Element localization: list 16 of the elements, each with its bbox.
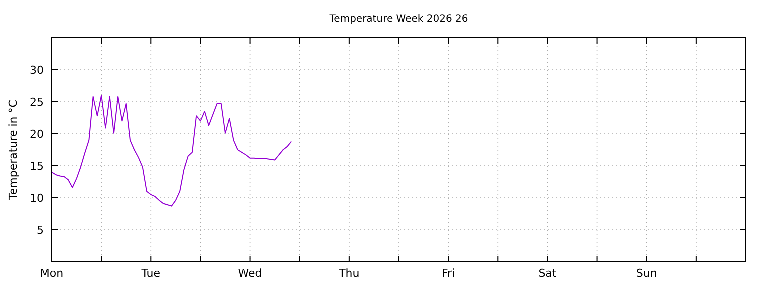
y-tick-label: 25 [30,96,44,109]
y-tick-label: 5 [37,224,44,237]
y-tick-label: 20 [30,128,44,141]
y-tick-label: 10 [30,192,44,205]
y-axis-title: Temperature in °C [7,100,20,201]
line-series [52,95,292,207]
x-tick-label: Thu [338,267,360,280]
x-tick-label: Sun [636,267,658,280]
y-tick-label: 30 [30,64,44,77]
x-tick-label: Wed [238,267,262,280]
x-tick-label: Fri [442,267,456,280]
x-tick-label: Tue [140,267,161,280]
y-tick-label: 15 [30,160,44,173]
x-tick-label: Mon [40,267,64,280]
x-tick-label: Sat [538,267,558,280]
chart-title: Temperature Week 2026 26 [328,14,468,25]
